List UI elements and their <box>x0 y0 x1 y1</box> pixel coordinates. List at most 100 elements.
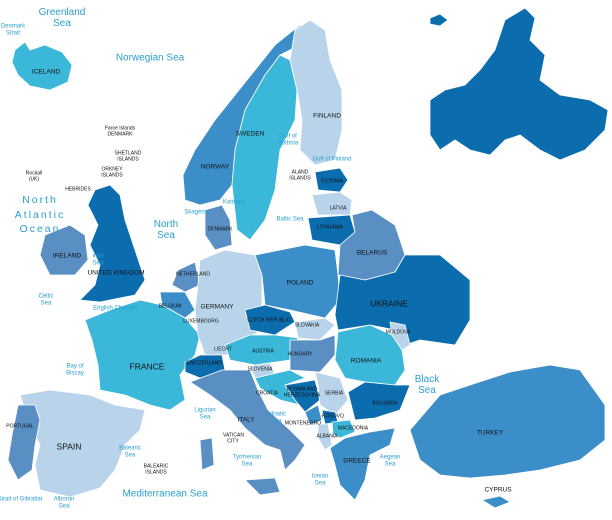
country-label-belarus: BELARUS <box>356 249 388 257</box>
country-label-portugal: PORTUGAL <box>6 423 34 430</box>
country-label-estonia: ESTONIA <box>321 178 343 185</box>
sea-label-black-sea: Black Sea <box>414 374 440 396</box>
country-italy[interactable] <box>189 369 306 471</box>
country-label-liecht: LIECHT <box>214 346 232 353</box>
sea-label-bay-of-biscay: Bay of Biscay <box>66 363 84 376</box>
country-label-lithuania: LITHUANIA <box>316 224 344 231</box>
inset-iceland <box>429 13 449 27</box>
sea-label-gulf-of-bothnia: Gulf of Bothnia <box>277 133 299 146</box>
country-label-ukraine: UKRAINE <box>370 298 408 309</box>
country-ukraine[interactable] <box>334 254 471 346</box>
sea-label-balearic-sea: Balearic Sea <box>119 445 141 458</box>
country-turkey[interactable] <box>409 364 606 479</box>
country-label-romania: ROMANIA <box>350 357 382 365</box>
country-montenegro[interactable] <box>304 404 323 426</box>
island-label-shetland-islands: SHETLAND ISLANDS <box>114 150 142 162</box>
sea-label-irish-sea: Irish Sea <box>92 253 104 266</box>
country-label-latvia: LATVIA <box>329 205 347 212</box>
country-label-netherland: NETHERLAND <box>176 271 210 278</box>
country-france[interactable] <box>84 299 201 411</box>
country-label-france: FRANCE <box>129 361 165 372</box>
country-label-croatia: CROATIA <box>256 390 278 397</box>
country-label-austria: AUSTRIA <box>252 348 274 355</box>
sea-label-north-sea: North Sea <box>153 219 179 241</box>
sea-label-greenland-sea: Greenland Sea <box>38 7 86 29</box>
country-estonia[interactable] <box>314 167 349 193</box>
country-label-hungary: HUNGARY <box>287 351 313 358</box>
island-sicily[interactable] <box>244 477 281 496</box>
country-denmark[interactable] <box>204 204 233 251</box>
country-albania[interactable] <box>317 423 333 451</box>
island-label-aland-islands: ALAND ISLANDS <box>289 169 311 181</box>
island-label-faroe-islands-denmark: Faroe Islands DENMARK <box>104 125 136 137</box>
country-label-italy: ITALY <box>237 416 255 424</box>
country-sweden[interactable] <box>231 54 298 241</box>
country-label-poland: POLAND <box>286 279 314 287</box>
sea-label-ligurian-sea: Ligurian Sea <box>194 407 216 420</box>
country-slovakia[interactable] <box>294 317 336 341</box>
country-label-turkey: TURKEY <box>476 429 504 437</box>
sea-label-aegean-sea: Aegean Sea <box>379 454 401 467</box>
country-bulgaria[interactable] <box>347 381 411 421</box>
sea-label-adriatic-sea: Adriatic Sea <box>265 411 286 424</box>
sea-label-ionian-sea: Ionian Sea <box>311 473 329 486</box>
sea-label-english-channel: English Channel <box>93 305 137 312</box>
country-iceland[interactable] <box>11 41 73 91</box>
country-label-belgium: BELGIUM <box>158 303 182 310</box>
country-label-switzerland: SWITZERLAND <box>186 360 222 367</box>
country-label-cyprus: CYPRUS <box>484 486 512 494</box>
sea-label-baltic-sea: Baltic Sea <box>276 216 304 223</box>
country-label-united-kingdom: UNITED KINGDOM <box>87 269 145 277</box>
sea-label-skagerrak: Skagerrak <box>184 209 212 216</box>
country-romania[interactable] <box>334 324 406 386</box>
island-label-hebrides: HEBRIDES <box>65 186 91 193</box>
sea-label-celtic-sea: Celtic Sea <box>38 293 54 306</box>
sea-label-mediterranean-sea: Mediterranean Sea <box>122 488 208 500</box>
country-portugal[interactable] <box>7 404 41 481</box>
country-label-spain: SPAIN <box>56 441 82 452</box>
country-finland[interactable] <box>289 19 343 166</box>
sea-label-gulf-of-finland: Gulf of Finland <box>312 156 352 163</box>
country-greece[interactable] <box>329 427 396 501</box>
country-netherland[interactable] <box>171 261 201 293</box>
country-moldova[interactable] <box>389 321 411 351</box>
country-label-ireland: IRELAND <box>52 252 82 260</box>
country-united-kingdom[interactable] <box>79 184 146 303</box>
country-poland[interactable] <box>254 244 341 319</box>
sea-label-denmark-strait: Denmark Strait <box>0 23 26 36</box>
island-label-balearic-islands: BALEARIC ISLANDS <box>143 463 169 475</box>
island-label-rockall-uk: Rockall (UK) <box>25 170 43 182</box>
country-label-sweden: SWEDEN <box>235 130 265 138</box>
country-label-serbia: SERBIA <box>324 390 344 397</box>
island-label-orkney-islands: ORKNEY ISLANDS <box>101 166 123 178</box>
sea-label-north-atlantic-ocean: North Atlantic Ocean <box>14 193 66 236</box>
country-label-macedonia: MACEDONIA <box>337 425 369 432</box>
country-label-bulgaria: BULGARIA <box>372 400 398 407</box>
country-label-luxembourg: LUXEMBOURG <box>183 318 219 325</box>
country-label-vatican-city: VATICAN CITY <box>223 432 244 444</box>
country-latvia[interactable] <box>311 191 353 216</box>
country-belgium[interactable] <box>159 291 196 319</box>
sea-label-norwegian-sea: Norwegian Sea <box>115 52 185 64</box>
sea-label-strait-of-gibraltar: Strait of Gibraltar <box>0 496 43 503</box>
country-label-bosnia-and-herzegovina: BOSNIA AND HERZEGOVINA <box>283 386 321 398</box>
country-ireland[interactable] <box>39 224 89 276</box>
country-label-greece: GREECE <box>343 457 371 465</box>
country-macedonia[interactable] <box>331 419 356 439</box>
country-label-norway: NORWAY <box>200 163 230 171</box>
country-label-denmark: DENMARK <box>207 226 233 233</box>
country-label-montenegro: MONTENEGRO <box>284 420 322 427</box>
country-label-germany: GERMANY <box>200 303 234 311</box>
country-label-finland: FINLAND <box>313 112 341 120</box>
inset-europe-map <box>429 7 609 161</box>
sea-label-tyrrhenian-sea: Tyrrhenian Sea <box>232 454 262 467</box>
sea-label-kattegat: Kattegat <box>222 199 246 206</box>
island-sardinia[interactable] <box>199 437 215 471</box>
country-cyprus[interactable] <box>481 495 511 509</box>
country-label-moldova: MOLDOVA <box>385 329 411 336</box>
country-label-slovenia: SLOVENIA <box>247 366 273 373</box>
country-bosnia[interactable] <box>284 379 321 413</box>
country-spain[interactable] <box>19 389 146 498</box>
